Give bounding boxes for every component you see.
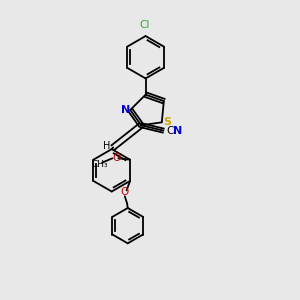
Text: O: O (121, 187, 129, 197)
Text: S: S (163, 117, 171, 127)
Text: N: N (121, 105, 130, 115)
Text: H: H (103, 141, 110, 151)
Text: C: C (166, 126, 174, 136)
Text: O: O (112, 153, 120, 163)
Text: N: N (173, 126, 182, 136)
Text: Cl: Cl (139, 20, 149, 30)
Text: CH₃: CH₃ (92, 160, 108, 169)
